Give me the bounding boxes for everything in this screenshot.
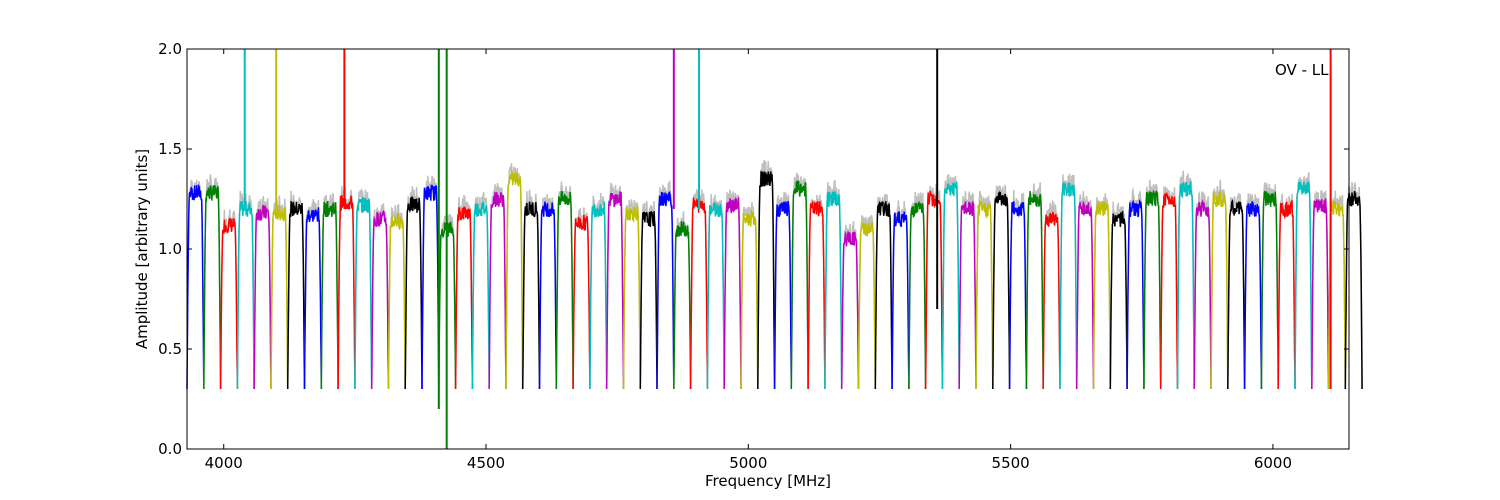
band-trace: [1143, 189, 1162, 390]
band-shadow-trace: [740, 201, 759, 390]
band-trace: [286, 201, 306, 390]
band-trace: [1311, 198, 1330, 390]
band-trace: [303, 207, 323, 390]
band-trace: [253, 204, 272, 390]
band-trace: [505, 168, 524, 390]
band-trace: [1008, 201, 1028, 390]
band-trace: [723, 196, 742, 390]
band-trace: [1193, 199, 1212, 390]
y-tick-label: 1.5: [158, 140, 182, 158]
band-trace: [1059, 182, 1078, 390]
plot-frame: [186, 48, 1350, 450]
band-trace: [622, 205, 642, 390]
y-tick-label: 1.0: [158, 240, 182, 258]
band-trace: [605, 191, 625, 390]
band-trace: [790, 179, 809, 390]
band-trace: [975, 199, 994, 390]
band-trace: [1126, 198, 1145, 390]
polarization-annotation: OV - LL: [1275, 61, 1329, 79]
band-trace: [320, 200, 339, 390]
band-trace: [757, 171, 776, 390]
band-trace: [1260, 190, 1279, 390]
band-shadow-trace: [1193, 190, 1212, 390]
band-trace: [673, 221, 692, 390]
band-trace: [1344, 191, 1363, 390]
band-trace: [1042, 211, 1061, 390]
band-trace: [471, 201, 490, 390]
band-trace: [572, 214, 591, 390]
band-trace: [1075, 201, 1095, 390]
band-trace: [1277, 200, 1296, 390]
band-trace: [924, 190, 944, 390]
band-trace: [387, 212, 406, 390]
y-tick-label: 0.0: [158, 440, 182, 458]
band-trace: [337, 195, 356, 390]
amplitude-traces: [186, 159, 1363, 390]
band-trace: [908, 200, 927, 390]
band-trace: [1025, 191, 1044, 390]
band-trace: [370, 210, 390, 390]
band-trace: [840, 230, 860, 390]
band-shadow-trace: [840, 221, 860, 390]
band-trace: [689, 197, 709, 390]
band-trace: [354, 196, 373, 390]
band-trace: [958, 201, 977, 390]
x-axis-title: Frequency [MHz]: [705, 472, 831, 490]
band-trace: [589, 201, 608, 390]
band-shadow-trace: [303, 199, 323, 390]
band-trace: [538, 201, 558, 390]
spike-lines: [243, 49, 1332, 449]
band-trace: [236, 200, 255, 390]
band-trace: [421, 183, 440, 390]
band-shadow-trace: [270, 195, 289, 390]
band-trace: [1227, 199, 1246, 390]
band-trace: [656, 190, 675, 390]
band-trace: [706, 202, 725, 390]
band-trace: [1294, 181, 1313, 390]
x-tick-label: 4000: [205, 454, 243, 472]
band-trace: [1159, 192, 1179, 390]
band-trace: [186, 183, 205, 390]
band-trace: [824, 191, 843, 390]
band-trace: [992, 191, 1011, 390]
band-trace: [807, 201, 826, 390]
band-trace: [1109, 211, 1128, 390]
y-axis-ticks: 0.0 0.5 1.0 1.5 2.0: [158, 40, 1349, 458]
band-trace: [1176, 181, 1195, 390]
band-trace: [1210, 191, 1229, 390]
x-tick-label: 6000: [1254, 454, 1292, 472]
band-trace: [488, 192, 507, 390]
x-tick-label: 4500: [467, 454, 505, 472]
band-trace: [773, 200, 793, 390]
band-shadow-trace: [555, 181, 574, 390]
band-trace: [404, 196, 423, 390]
band-trace: [740, 209, 759, 390]
band-shadow-trace: [1109, 201, 1128, 390]
x-tick-label: 5500: [992, 454, 1030, 472]
band-trace: [941, 181, 960, 390]
band-trace: [639, 211, 658, 390]
band-trace: [555, 191, 574, 390]
band-trace: [874, 200, 893, 390]
band-trace: [857, 222, 877, 390]
band-trace: [454, 206, 474, 390]
band-shadow-trace: [370, 203, 390, 390]
y-axis-title: Amplitude [arbitrary units]: [133, 149, 151, 349]
band-trace: [521, 201, 541, 390]
band-trace: [219, 218, 239, 390]
band-trace: [1243, 201, 1263, 390]
band-shadow-trace: [1243, 193, 1263, 390]
band-trace: [891, 211, 910, 390]
band-trace: [1092, 201, 1112, 390]
band-trace: [203, 185, 222, 390]
band-trace: [270, 205, 289, 390]
band-shadow-trace: [1059, 173, 1078, 390]
y-tick-label: 0.5: [158, 340, 182, 358]
x-axis-ticks: 4000 4500 5000 5500 6000: [205, 49, 1292, 472]
y-tick-label: 2.0: [158, 40, 182, 58]
x-tick-label: 5000: [729, 454, 767, 472]
